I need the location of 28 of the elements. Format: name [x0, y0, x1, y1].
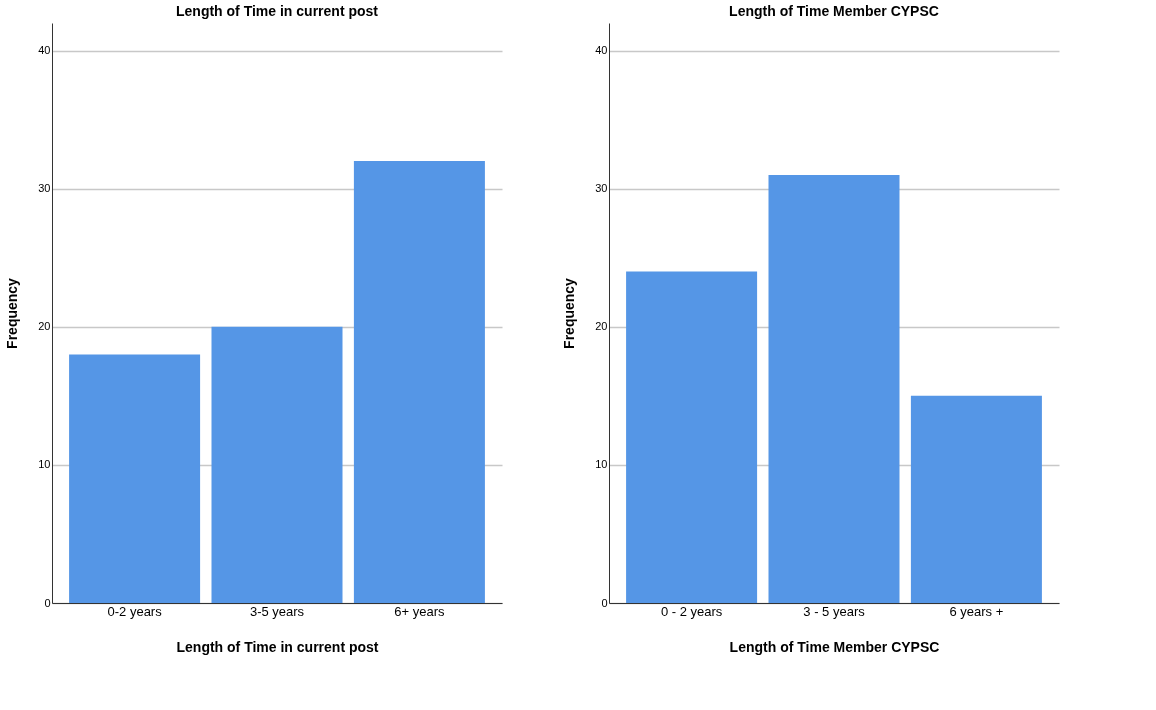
y-tick-label: 20: [38, 320, 51, 333]
y-axis-title: Frequency: [561, 277, 578, 349]
y-tick-label: 20: [595, 320, 608, 333]
y-tick-label: 0: [601, 596, 608, 609]
chart-title: Length of Time Member CYPSC: [729, 3, 939, 19]
x-axis-title: Length of Time in current post: [176, 638, 379, 655]
y-tick-label: 10: [595, 458, 608, 471]
x-tick-label: 6+ years: [394, 603, 446, 619]
y-tick-label: 30: [595, 182, 608, 195]
x-tick-label: 3 - 5 years: [803, 603, 866, 619]
bar: [768, 174, 900, 603]
y-axis-title: Frequency: [4, 277, 21, 349]
chart-title: Length of Time in current post: [176, 3, 379, 19]
y-tick-label: 40: [38, 44, 51, 57]
y-tick-label: 40: [595, 44, 608, 57]
x-tick-label: 3-5 years: [249, 603, 305, 619]
y-tick-label: 30: [38, 182, 51, 195]
bar: [353, 161, 485, 603]
bar: [910, 395, 1042, 603]
y-tick-label: 0: [44, 596, 51, 609]
x-tick-label: 6 years +: [949, 603, 1004, 619]
x-tick-label: 0 - 2 years: [660, 603, 723, 619]
bar: [626, 271, 758, 603]
x-tick-label: 0-2 years: [107, 603, 163, 619]
y-tick-label: 10: [38, 458, 51, 471]
bar: [69, 354, 201, 603]
bar: [211, 326, 343, 603]
x-axis-title: Length of Time Member CYPSC: [729, 638, 940, 655]
